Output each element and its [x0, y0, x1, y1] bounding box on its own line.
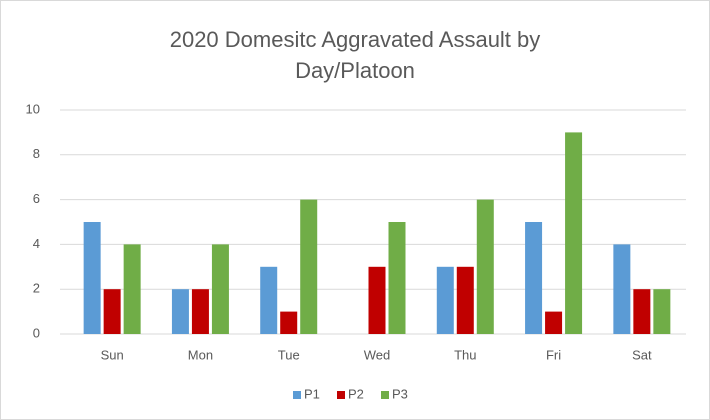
bar — [171, 289, 189, 334]
bar — [191, 289, 209, 334]
legend-swatch — [337, 391, 345, 399]
x-tick-label: Thu — [454, 347, 476, 362]
chart-title: 2020 Domesitc Aggravated Assault by Day/… — [169, 27, 541, 83]
legend-swatch — [293, 391, 301, 399]
y-tick-label: 0 — [33, 325, 40, 340]
legend-label: P3 — [392, 386, 408, 401]
bar — [123, 244, 141, 334]
legend-label: P1 — [304, 386, 320, 401]
x-tick-label: Sat — [632, 347, 652, 362]
bar — [280, 311, 298, 334]
bar — [633, 289, 651, 334]
y-tick-label: 8 — [33, 146, 40, 161]
legend-swatch — [381, 391, 389, 399]
bar — [300, 199, 318, 334]
bar — [565, 132, 583, 334]
bar — [83, 222, 101, 334]
bar — [368, 266, 386, 334]
x-tick-label: Sun — [101, 347, 124, 362]
bar — [476, 199, 494, 334]
bar — [436, 266, 454, 334]
x-tick-label: Wed — [364, 347, 391, 362]
y-tick-label: 2 — [33, 281, 40, 296]
x-tick-label: Fri — [546, 347, 561, 362]
bar — [613, 244, 631, 334]
bar — [211, 244, 229, 334]
y-tick-label: 6 — [33, 191, 40, 206]
y-tick-label: 4 — [33, 236, 40, 251]
bar — [653, 289, 671, 334]
bar — [260, 266, 278, 334]
bar — [545, 311, 563, 334]
x-tick-label: Mon — [188, 347, 213, 362]
bar — [103, 289, 121, 334]
legend-label: P2 — [348, 386, 364, 401]
y-tick-label: 10 — [26, 101, 40, 116]
bar — [525, 222, 543, 334]
bar — [456, 266, 474, 334]
bar — [388, 222, 406, 334]
x-tick-label: Tue — [278, 347, 300, 362]
